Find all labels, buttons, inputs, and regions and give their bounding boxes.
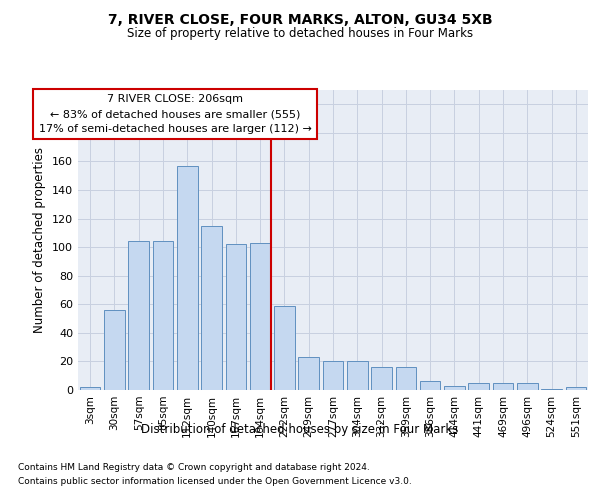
Text: 7 RIVER CLOSE: 206sqm
← 83% of detached houses are smaller (555)
17% of semi-det: 7 RIVER CLOSE: 206sqm ← 83% of detached … <box>39 94 311 134</box>
Bar <box>444 386 465 390</box>
Bar <box>104 310 125 390</box>
Y-axis label: Number of detached properties: Number of detached properties <box>34 147 46 333</box>
Bar <box>128 242 149 390</box>
Bar <box>493 383 514 390</box>
Bar <box>274 306 295 390</box>
Bar <box>80 387 100 390</box>
Bar <box>541 388 562 390</box>
Bar <box>469 383 489 390</box>
Bar <box>395 367 416 390</box>
Bar <box>298 357 319 390</box>
Text: Distribution of detached houses by size in Four Marks: Distribution of detached houses by size … <box>142 422 458 436</box>
Bar <box>177 166 197 390</box>
Bar <box>566 387 586 390</box>
Bar <box>517 383 538 390</box>
Bar <box>201 226 222 390</box>
Bar <box>420 382 440 390</box>
Bar <box>371 367 392 390</box>
Bar <box>226 244 246 390</box>
Text: Contains public sector information licensed under the Open Government Licence v3: Contains public sector information licen… <box>18 478 412 486</box>
Bar <box>347 362 368 390</box>
Text: Contains HM Land Registry data © Crown copyright and database right 2024.: Contains HM Land Registry data © Crown c… <box>18 462 370 471</box>
Bar <box>250 243 271 390</box>
Text: Size of property relative to detached houses in Four Marks: Size of property relative to detached ho… <box>127 28 473 40</box>
Bar <box>323 362 343 390</box>
Bar <box>152 242 173 390</box>
Text: 7, RIVER CLOSE, FOUR MARKS, ALTON, GU34 5XB: 7, RIVER CLOSE, FOUR MARKS, ALTON, GU34 … <box>107 12 493 26</box>
